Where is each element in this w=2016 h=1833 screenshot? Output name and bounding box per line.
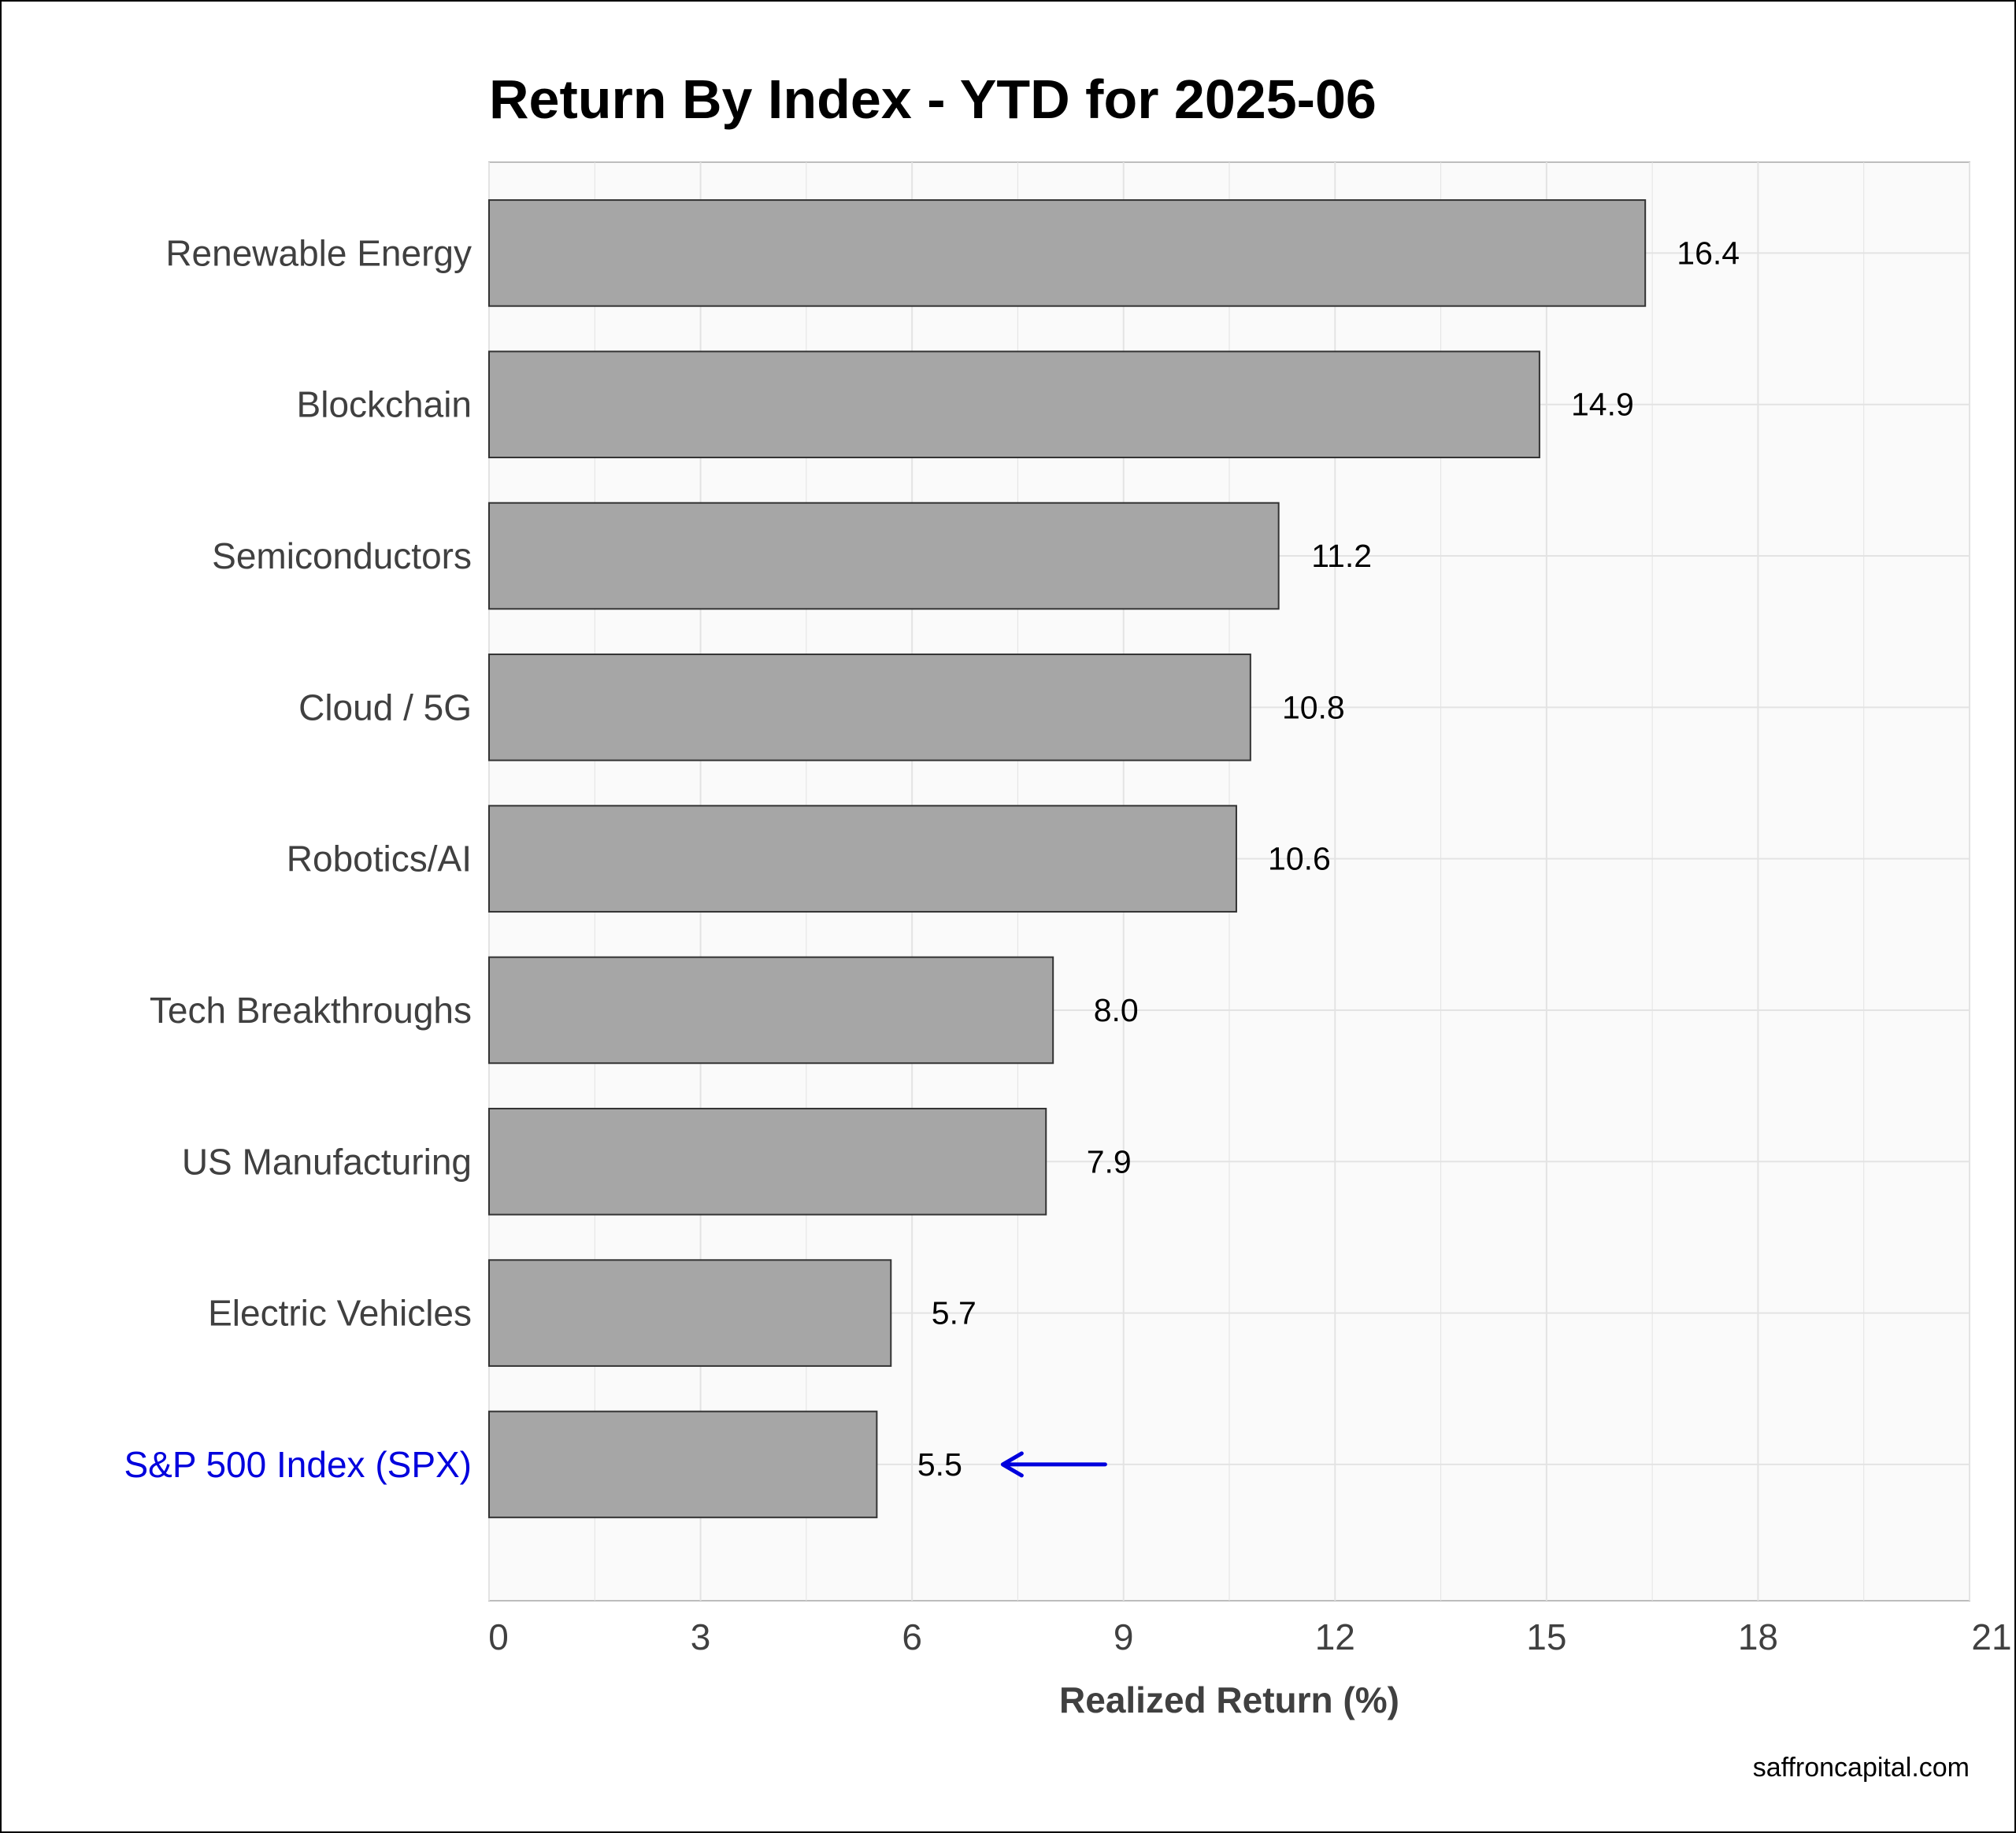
value-label: 8.0 (1094, 992, 1139, 1028)
value-label: 7.9 (1087, 1143, 1132, 1179)
category-label: Tech Breakthroughs (150, 990, 472, 1031)
value-label: 14.9 (1571, 387, 1634, 423)
bar (488, 350, 1540, 459)
value-label: 10.8 (1282, 689, 1345, 725)
x-tick-label: 21 (1971, 1616, 2011, 1657)
bar (488, 654, 1251, 761)
x-axis-title: Realized Return (%) (1059, 1679, 1399, 1720)
bar (488, 805, 1237, 913)
category-label: Blockchain (297, 384, 472, 425)
value-label: 5.5 (917, 1446, 962, 1483)
bar (488, 1107, 1047, 1216)
category-label: Renewable Energy (165, 232, 472, 273)
x-tick-label: 9 (1114, 1616, 1134, 1657)
x-tick-label: 6 (902, 1616, 922, 1657)
category-label: Cloud / 5G (298, 687, 472, 728)
bar (488, 1259, 892, 1367)
credit-text: saffroncapital.com (1753, 1753, 1970, 1783)
value-label: 16.4 (1677, 235, 1740, 271)
category-labels: Renewable Energy Blockchain Semiconductors… (124, 232, 472, 1485)
value-label: 5.7 (932, 1295, 976, 1331)
category-label: Semiconductors (212, 535, 472, 576)
value-label: 11.2 (1311, 538, 1372, 574)
x-tick-label: 18 (1738, 1616, 1778, 1657)
highlight-annotation (1000, 1451, 1107, 1478)
bars (488, 199, 1647, 1519)
value-labels: 16.4 14.9 11.2 10.8 10.6 8.0 7.9 5.7 5.5 (917, 235, 1740, 1483)
value-label: 10.6 (1268, 841, 1331, 877)
x-tick-label: 15 (1526, 1616, 1566, 1657)
bar (488, 199, 1647, 307)
category-label: Electric Vehicles (208, 1293, 472, 1334)
x-tick-label: 12 (1315, 1616, 1355, 1657)
x-tick-label: 3 (691, 1616, 711, 1657)
chart-title: Return By Index - YTD for 2025-06 (489, 69, 1377, 130)
bar (488, 956, 1054, 1065)
category-label: US Manufacturing (182, 1141, 472, 1182)
x-tick-labels: 0 3 6 9 12 15 18 21 (488, 1616, 2011, 1657)
bar (488, 1410, 878, 1519)
bar (488, 502, 1280, 610)
category-label: Robotics/AI (287, 839, 472, 879)
x-tick-label: 0 (488, 1616, 509, 1657)
arrow-icon (1000, 1451, 1107, 1478)
category-label: S&P 500 Index (SPX) (124, 1444, 472, 1485)
